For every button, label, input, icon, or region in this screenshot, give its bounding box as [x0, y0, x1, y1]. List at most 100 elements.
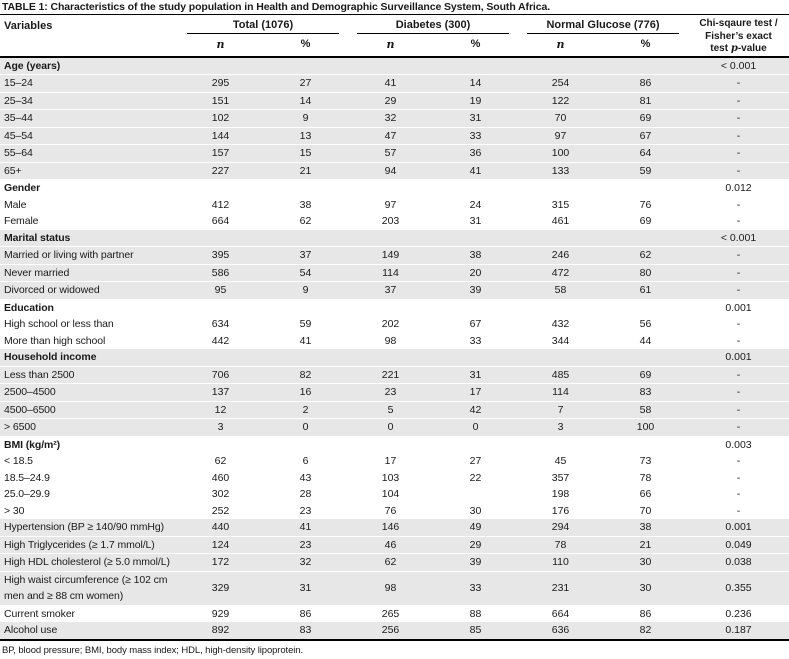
- value-cell: [518, 299, 603, 316]
- pvalue-cell: 0.355: [688, 571, 789, 606]
- table-row: 2500–4500 137 16 23 17 114 83-: [0, 383, 789, 402]
- value-cell: 14: [433, 74, 518, 93]
- value-cell: 58: [518, 281, 603, 300]
- value-cell: [518, 349, 603, 367]
- value-cell: 0: [433, 418, 518, 437]
- row-label: 4500–6500: [0, 401, 178, 419]
- value-cell: 246: [518, 246, 603, 265]
- row-label: > 6500: [0, 418, 178, 437]
- value-cell: 664: [551, 607, 570, 620]
- value-cell: [348, 180, 433, 197]
- row-label: Female: [4, 215, 39, 227]
- value-cell: 29: [433, 536, 518, 554]
- value-cell: 100: [603, 418, 688, 437]
- section-row: Household income 0.001: [0, 349, 789, 367]
- value-cell: [263, 436, 348, 453]
- row-label: 15–24: [0, 74, 178, 93]
- pvalue-cell: 0.012: [725, 182, 752, 194]
- value-cell: [433, 229, 518, 247]
- value-cell: 3: [518, 418, 603, 437]
- value-cell: 41: [433, 162, 518, 180]
- value-cell: 302: [211, 488, 230, 500]
- value-cell: 9: [263, 281, 348, 300]
- pvalue-cell: -: [688, 92, 789, 110]
- row-label: Never married: [0, 264, 178, 282]
- value-cell: [178, 56, 263, 75]
- row-label: 18.5–24.9: [4, 471, 50, 484]
- table-row: 25–34 151 14 29 19 122 81-: [0, 92, 789, 110]
- value-cell: 706: [178, 366, 263, 384]
- value-cell: 14: [263, 92, 348, 110]
- section-row: Age (years) < 0.001: [0, 56, 789, 75]
- value-cell: 110: [518, 553, 603, 572]
- value-cell: 83: [603, 383, 688, 402]
- value-cell: 485: [518, 366, 603, 384]
- value-cell: 31: [433, 366, 518, 384]
- value-cell: 69: [603, 366, 688, 384]
- value-cell: [178, 349, 263, 367]
- value-cell: 146: [348, 519, 433, 537]
- value-cell: 295: [178, 74, 263, 93]
- row-label: 45–54: [0, 127, 178, 145]
- value-cell: 329: [178, 571, 263, 606]
- row-label: Male: [4, 198, 27, 211]
- column-group-total: Total (1076): [178, 15, 348, 35]
- pvalue-cell: -: [736, 198, 741, 211]
- column-header-diabetes-pct: %: [470, 37, 481, 50]
- row-label: 55–64: [0, 144, 178, 163]
- value-cell: 15: [263, 144, 348, 163]
- pvalue-cell: -: [688, 383, 789, 402]
- pvalue-cell: -: [736, 455, 741, 467]
- table-header: Variables Total (1076) Diabetes (300) No…: [0, 15, 789, 57]
- value-cell: 38: [299, 198, 312, 211]
- row-label: Divorced or widowed: [0, 281, 178, 300]
- value-cell: 461: [551, 215, 570, 227]
- value-cell: 41: [348, 74, 433, 93]
- value-cell: 45: [554, 455, 567, 467]
- column-header-variables: Variables: [4, 20, 53, 32]
- value-cell: 221: [348, 366, 433, 384]
- value-cell: 67: [469, 318, 482, 330]
- value-cell: 31: [433, 109, 518, 128]
- table-row: Female 664 62 203 31 461 69 -: [0, 213, 789, 230]
- value-cell: [263, 180, 348, 197]
- value-cell: [178, 299, 263, 316]
- value-cell: 80: [603, 264, 688, 282]
- value-cell: 265: [381, 607, 400, 620]
- value-cell: 440: [178, 519, 263, 537]
- table-row: Never married 586 54 114 20 472 80-: [0, 264, 789, 282]
- value-cell: 27: [469, 455, 482, 467]
- value-cell: 442: [211, 334, 230, 347]
- section-label: Gender: [4, 182, 41, 194]
- value-cell: 33: [433, 571, 518, 606]
- table-row: 55–64 157 15 57 36 100 64-: [0, 144, 789, 163]
- value-cell: 86: [603, 74, 688, 93]
- subheader-row: n % n % n %: [0, 35, 789, 57]
- value-cell: [178, 229, 263, 247]
- value-cell: 103: [381, 471, 400, 484]
- value-cell: 69: [639, 215, 652, 227]
- value-cell: 97: [384, 198, 397, 211]
- value-cell: 176: [551, 504, 570, 517]
- value-cell: 47: [348, 127, 433, 145]
- value-cell: 892: [178, 622, 263, 640]
- column-header-normal-pct: %: [640, 37, 651, 50]
- value-cell: 95: [178, 281, 263, 300]
- value-cell: [348, 436, 433, 453]
- table-row: Divorced or widowed 95 9 37 39 58 61-: [0, 281, 789, 300]
- value-cell: [603, 56, 688, 75]
- value-cell: 43: [299, 471, 312, 484]
- value-cell: 78: [639, 471, 652, 484]
- row-label: Less than 2500: [0, 366, 178, 384]
- value-cell: [518, 436, 603, 453]
- value-cell: 17: [433, 383, 518, 402]
- value-cell: 460: [211, 471, 230, 484]
- column-header-normal-n: n: [556, 37, 565, 51]
- value-cell: 315: [551, 198, 570, 211]
- section-label: Age (years): [0, 56, 178, 75]
- group-label-diabetes: Diabetes (300): [357, 19, 509, 34]
- table-row: Married or living with partner 395 37 149 38…: [0, 246, 789, 265]
- pvalue-cell: -: [736, 504, 741, 517]
- value-cell: 85: [433, 622, 518, 640]
- column-header-diabetes-n: n: [386, 37, 395, 51]
